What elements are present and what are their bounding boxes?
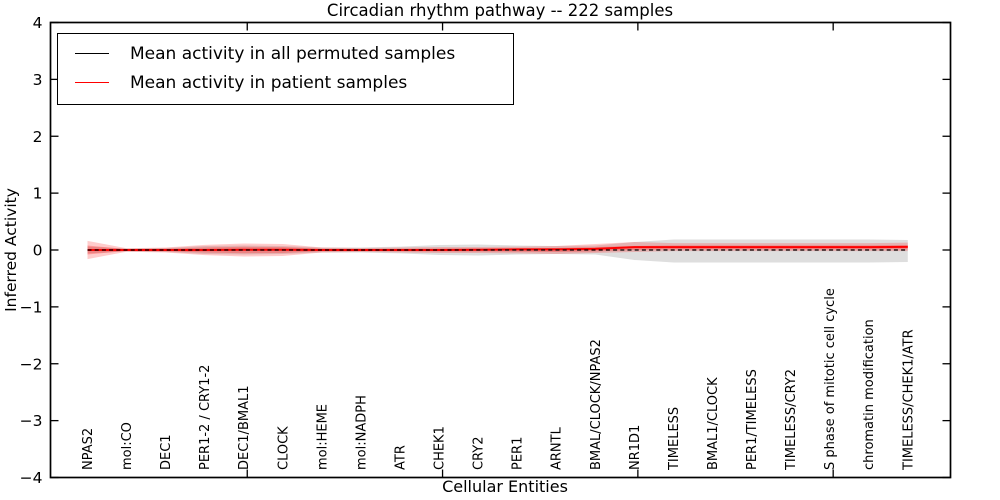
y-tick-label: −1 — [20, 298, 43, 316]
y-tick-label: −3 — [20, 412, 43, 430]
x-category-label: CHEK1 — [433, 426, 448, 470]
x-category-label: S phase of mitotic cell cycle — [823, 288, 838, 470]
x-category-label: TIMELESS — [667, 407, 682, 471]
band-permuted-sample-spread — [87, 239, 908, 263]
x-category-label: NR1D1 — [628, 425, 643, 470]
x-axis-label: Cellular Entities — [442, 477, 568, 496]
y-tick-label: 4 — [33, 14, 43, 32]
y-tick-label: 0 — [33, 242, 43, 260]
y-tick-label: −4 — [20, 469, 43, 487]
x-category-label: TIMELESS/CRY2 — [784, 369, 799, 471]
patient-mean-line — [87, 245, 908, 251]
y-tick-label: −2 — [20, 355, 43, 373]
legend-entry-label: Mean activity in all permuted samples — [130, 43, 456, 64]
legend-entry-patient: Mean activity in patient samples — [58, 68, 513, 97]
y-tick-label: 3 — [33, 71, 43, 89]
y-tick-label: 1 — [33, 185, 43, 203]
x-category-label: ATR — [393, 445, 408, 470]
legend-entry-permuted: Mean activity in all permuted samples — [58, 39, 513, 68]
x-category-label: CRY2 — [472, 437, 487, 470]
y-tick-label: 2 — [33, 128, 43, 146]
legend: Mean activity in all permuted samples Me… — [57, 33, 514, 105]
x-category-label: PER1-2 / CRY1-2 — [198, 365, 213, 470]
x-category-label: TIMELESS/CHEK1/ATR — [901, 329, 916, 471]
permuted-line-sample-icon — [75, 53, 109, 54]
x-category-label: PER1 — [511, 437, 526, 470]
x-category-label: chromatin modification — [862, 319, 877, 470]
patient-line-sample-icon — [75, 82, 109, 83]
x-category-label: BMAL/CLOCK/NPAS2 — [589, 339, 604, 470]
x-category-label: mol:HEME — [315, 404, 330, 470]
x-category-label: BMAL1/CLOCK — [706, 377, 721, 470]
chart-title: Circadian rhythm pathway -- 222 samples — [326, 1, 674, 20]
legend-entry-label: Mean activity in patient samples — [130, 72, 408, 93]
x-category-label: NPAS2 — [81, 428, 96, 470]
y-axis-label: Inferred Activity — [2, 188, 20, 312]
x-category-label: CLOCK — [276, 426, 291, 470]
x-category-label: mol:NADPH — [354, 395, 369, 470]
x-category-label: mol:CO — [120, 422, 135, 470]
x-category-label: ARNTL — [550, 426, 565, 470]
x-category-label: DEC1 — [159, 434, 174, 470]
x-category-label: PER1/TIMELESS — [745, 369, 760, 470]
x-category-label: DEC1/BMAL1 — [237, 386, 252, 471]
